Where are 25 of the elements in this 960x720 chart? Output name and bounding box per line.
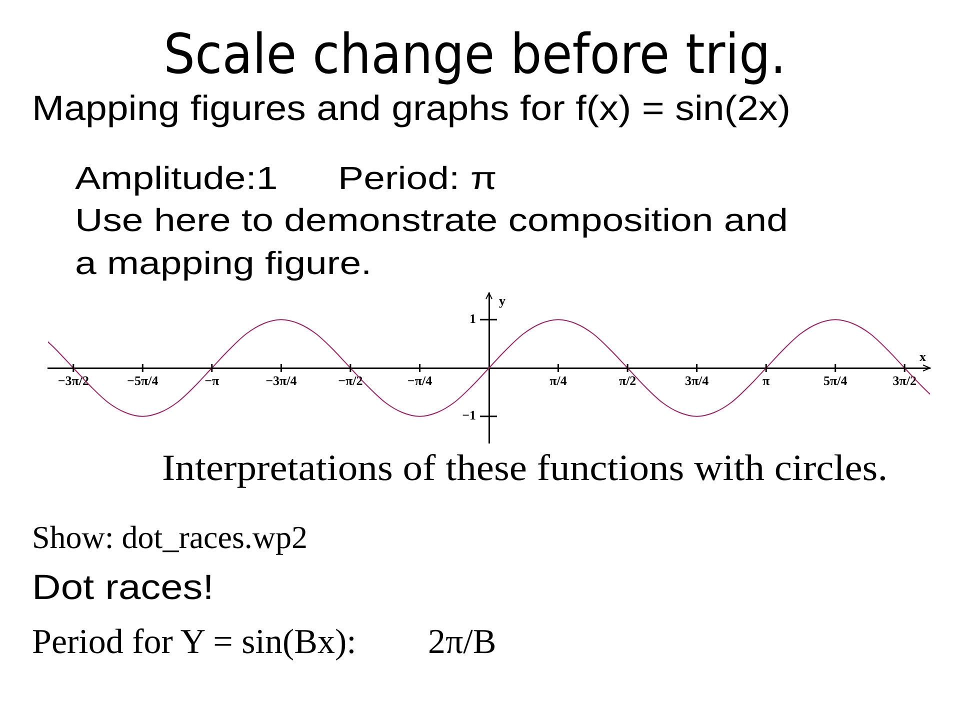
x-tick-label: 3π/2 — [892, 373, 916, 388]
text: Period: π — [338, 160, 497, 197]
chart-subtitle: Mapping figures and graphs for f(x) = sin(2x) — [32, 89, 791, 129]
chart-title: Scale change before trig. — [164, 22, 786, 86]
y-tick-label: −1 — [462, 408, 476, 423]
x-tick-label: −3π/4 — [266, 373, 298, 388]
text: Interpretations of these functions with circles. — [162, 448, 888, 491]
x-tick-label: 5π/4 — [823, 373, 848, 388]
x-tick-label: −5π/4 — [127, 373, 159, 388]
text: Show: dot_races.wp2 — [32, 519, 308, 556]
x-tick-label: π/4 — [550, 373, 568, 388]
x-tick-label: 3π/4 — [684, 373, 710, 388]
text: Use here to demonstrate composition and a mapping figure. — [75, 201, 789, 283]
text: Amplitude:1 — [75, 160, 278, 197]
x-tick-label: −π/4 — [407, 373, 433, 388]
y-tick-label: 1 — [470, 310, 476, 326]
y-axis-title: y — [499, 292, 506, 308]
text: Period for Y = sin(Bx): — [32, 622, 356, 662]
x-axis-title: x — [920, 348, 926, 364]
x-tick-label: −π — [204, 373, 220, 388]
x-tick-label: π/2 — [618, 373, 636, 388]
x-tick-label: π — [762, 373, 770, 388]
x-tick-label: −π/2 — [338, 373, 363, 388]
text: Dot races! — [32, 568, 214, 608]
text: 2π/B — [428, 622, 496, 662]
